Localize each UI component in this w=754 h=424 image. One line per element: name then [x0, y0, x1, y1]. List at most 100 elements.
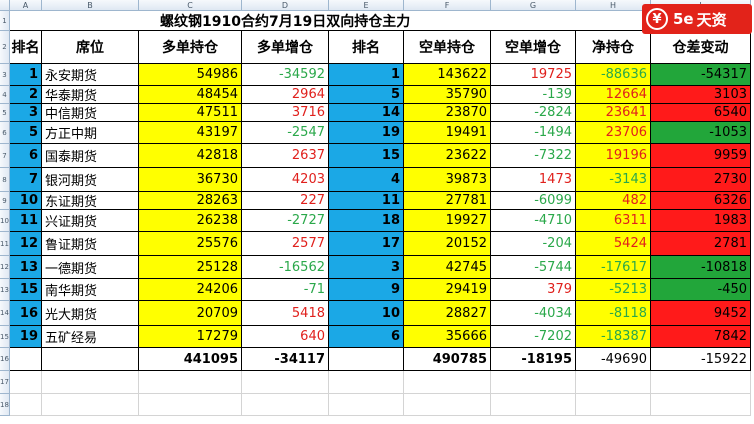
cell-net[interactable]: -5213 — [576, 279, 651, 301]
row-header-6[interactable]: 6 — [0, 122, 10, 144]
cell-long-chg[interactable]: 2637 — [242, 144, 329, 168]
cell-long-chg[interactable]: 640 — [242, 326, 329, 348]
row-header-8[interactable]: 8 — [0, 168, 10, 192]
cell-long-chg[interactable]: -2727 — [242, 210, 329, 232]
cell-broker[interactable]: 一德期货 — [42, 256, 139, 279]
cell-diff[interactable]: 9959 — [651, 144, 751, 168]
cell-rank-short[interactable]: 10 — [329, 301, 404, 326]
row-header-15[interactable]: 15 — [0, 326, 10, 348]
cell-rank-long[interactable]: 11 — [10, 210, 42, 232]
empty-cell[interactable] — [139, 394, 242, 416]
empty-cell[interactable] — [10, 394, 42, 416]
cell-short-pos[interactable]: 28827 — [404, 301, 491, 326]
cell-broker[interactable]: 华泰期货 — [42, 86, 139, 104]
cell-short-pos[interactable]: 39873 — [404, 168, 491, 192]
total-short-chg[interactable]: -18195 — [491, 348, 576, 371]
cell-short-chg[interactable]: -2824 — [491, 104, 576, 122]
cell-long-pos[interactable]: 48454 — [139, 86, 242, 104]
total-empty[interactable] — [10, 348, 42, 371]
cell-rank-long[interactable]: 7 — [10, 168, 42, 192]
row-header-1[interactable]: 1 — [0, 11, 10, 31]
cell-short-chg[interactable]: -7202 — [491, 326, 576, 348]
cell-short-pos[interactable]: 23622 — [404, 144, 491, 168]
cell-diff[interactable]: 6540 — [651, 104, 751, 122]
cell-short-pos[interactable]: 23870 — [404, 104, 491, 122]
cell-long-pos[interactable]: 26238 — [139, 210, 242, 232]
cell-long-pos[interactable]: 24206 — [139, 279, 242, 301]
cell-net[interactable]: 6311 — [576, 210, 651, 232]
cell-broker[interactable]: 五矿经易 — [42, 326, 139, 348]
cell-rank-long[interactable]: 13 — [10, 256, 42, 279]
cell-diff[interactable]: 9452 — [651, 301, 751, 326]
cell-rank-short[interactable]: 5 — [329, 86, 404, 104]
row-header-3[interactable]: 3 — [0, 64, 10, 86]
cell-rank-short[interactable]: 6 — [329, 326, 404, 348]
total-net[interactable]: -49690 — [576, 348, 651, 371]
empty-cell[interactable] — [242, 371, 329, 394]
cell-long-pos[interactable]: 25576 — [139, 232, 242, 256]
cell-long-pos[interactable]: 43197 — [139, 122, 242, 144]
cell-short-pos[interactable]: 27781 — [404, 192, 491, 210]
cell-short-chg[interactable]: 19725 — [491, 64, 576, 86]
cell-short-pos[interactable]: 20152 — [404, 232, 491, 256]
cell-long-pos[interactable]: 42818 — [139, 144, 242, 168]
column-header-a[interactable]: A — [10, 0, 42, 11]
cell-rank-long[interactable]: 10 — [10, 192, 42, 210]
row-header-14[interactable]: 14 — [0, 301, 10, 326]
row-header-17[interactable]: 17 — [0, 371, 10, 394]
empty-cell[interactable] — [42, 371, 139, 394]
cell-rank-short[interactable]: 1 — [329, 64, 404, 86]
cell-long-chg[interactable]: 4203 — [242, 168, 329, 192]
empty-cell[interactable] — [491, 394, 576, 416]
empty-cell[interactable] — [651, 394, 751, 416]
cell-rank-short[interactable]: 17 — [329, 232, 404, 256]
cell-diff[interactable]: 2781 — [651, 232, 751, 256]
empty-cell[interactable] — [576, 371, 651, 394]
cell-long-pos[interactable]: 36730 — [139, 168, 242, 192]
cell-short-chg[interactable]: -4034 — [491, 301, 576, 326]
cell-diff[interactable]: 1983 — [651, 210, 751, 232]
column-header-h[interactable]: H — [576, 0, 651, 11]
cell-net[interactable]: 5424 — [576, 232, 651, 256]
select-all-corner[interactable] — [0, 0, 10, 11]
row-header-16[interactable]: 16 — [0, 348, 10, 371]
cell-rank-short[interactable]: 3 — [329, 256, 404, 279]
cell-long-chg[interactable]: 227 — [242, 192, 329, 210]
cell-net[interactable]: 19196 — [576, 144, 651, 168]
cell-broker[interactable]: 方正中期 — [42, 122, 139, 144]
cell-net[interactable]: -17617 — [576, 256, 651, 279]
cell-short-chg[interactable]: -4710 — [491, 210, 576, 232]
cell-rank-short[interactable]: 19 — [329, 122, 404, 144]
cell-rank-short[interactable]: 15 — [329, 144, 404, 168]
cell-broker[interactable]: 东证期货 — [42, 192, 139, 210]
cell-long-chg[interactable]: 5418 — [242, 301, 329, 326]
total-long-pos[interactable]: 441095 — [139, 348, 242, 371]
total-empty[interactable] — [42, 348, 139, 371]
empty-cell[interactable] — [329, 394, 404, 416]
column-header-d[interactable]: D — [242, 0, 329, 11]
total-diff[interactable]: -15922 — [651, 348, 751, 371]
cell-long-chg[interactable]: 3716 — [242, 104, 329, 122]
cell-long-pos[interactable]: 28263 — [139, 192, 242, 210]
cell-broker[interactable]: 鲁证期货 — [42, 232, 139, 256]
empty-cell[interactable] — [576, 394, 651, 416]
cell-diff[interactable]: 3103 — [651, 86, 751, 104]
row-header-11[interactable]: 11 — [0, 232, 10, 256]
cell-long-chg[interactable]: 2964 — [242, 86, 329, 104]
cell-broker[interactable]: 永安期货 — [42, 64, 139, 86]
column-title[interactable]: 多单持仓 — [139, 31, 242, 64]
cell-short-chg[interactable]: -7322 — [491, 144, 576, 168]
empty-cell[interactable] — [42, 394, 139, 416]
cell-rank-long[interactable]: 2 — [10, 86, 42, 104]
cell-short-chg[interactable]: 1473 — [491, 168, 576, 192]
total-short-pos[interactable]: 490785 — [404, 348, 491, 371]
cell-rank-long[interactable]: 3 — [10, 104, 42, 122]
cell-diff[interactable]: 6326 — [651, 192, 751, 210]
cell-long-pos[interactable]: 54986 — [139, 64, 242, 86]
cell-rank-long[interactable]: 19 — [10, 326, 42, 348]
cell-broker[interactable]: 南华期货 — [42, 279, 139, 301]
cell-short-pos[interactable]: 19491 — [404, 122, 491, 144]
empty-cell[interactable] — [329, 371, 404, 394]
column-header-e[interactable]: E — [329, 0, 404, 11]
cell-broker[interactable]: 光大期货 — [42, 301, 139, 326]
